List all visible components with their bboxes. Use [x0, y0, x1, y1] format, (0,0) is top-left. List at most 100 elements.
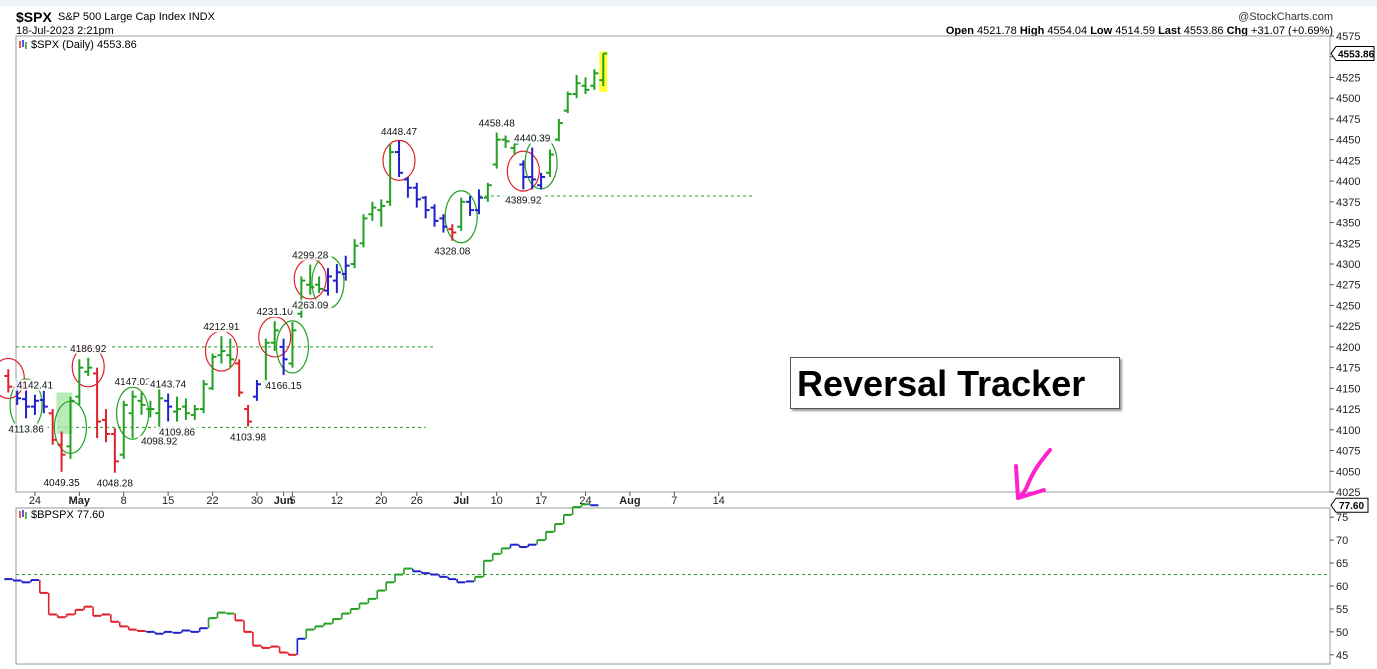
ohlc-bar: [30, 394, 39, 415]
price-data-label: 4328.08: [430, 245, 474, 258]
ohlc-bar: [173, 396, 182, 422]
high-value: 4554.04: [1047, 25, 1088, 37]
data-label-text: 4143.74: [150, 380, 187, 391]
breadth-y-tick-label: 55: [1336, 604, 1348, 616]
price-y-tick-label: 4200: [1336, 342, 1360, 354]
price-data-label: 4143.74: [146, 378, 190, 391]
price-y-tick-label: 4325: [1336, 238, 1360, 250]
price-y-tick-label: 4125: [1336, 404, 1360, 416]
ohlc-bar: [235, 359, 244, 397]
data-label-text: 4109.86: [159, 428, 196, 439]
open-label: Open: [945, 25, 974, 37]
ohlc-bar: [119, 400, 128, 459]
data-label-bg: [261, 379, 306, 391]
x-tick-label: 10: [491, 495, 503, 507]
ohlc-bar: [368, 201, 377, 221]
data-label-bg: [377, 125, 421, 137]
ohlc-bar: [350, 239, 359, 269]
data-label-bg: [155, 426, 199, 438]
price-y-tick-label: 4575: [1336, 31, 1360, 43]
red-reversal-circle: [382, 139, 416, 181]
ohlc-bar: [554, 118, 563, 142]
data-label-text: 4328.08: [434, 247, 471, 258]
price-y-tick-label: 4050: [1336, 466, 1360, 478]
ohlc-bar: [403, 176, 412, 198]
price-y-tick-label: 4250: [1336, 300, 1360, 312]
green-reversal-circle: [275, 320, 310, 374]
open-value: 4521.78: [977, 25, 1017, 37]
price-y-tick-label: 4225: [1336, 321, 1360, 333]
x-tick-label: May: [69, 495, 91, 507]
ohlc-bar: [545, 149, 554, 177]
x-tick-label: Aug: [619, 495, 640, 507]
ohlc-bar: [101, 409, 110, 443]
ohlc-bar: [395, 140, 404, 177]
symbol-name: S&P 500 Large Cap Index INDX: [58, 11, 215, 23]
x-tick-label: 24: [29, 495, 41, 507]
breadth-legend: $BPSPX 77.60: [18, 509, 104, 521]
brand-label[interactable]: @StockCharts.com: [1238, 11, 1333, 23]
ohlc-bar: [572, 74, 581, 99]
breadth-legend-text: $BPSPX 77.60: [31, 509, 105, 521]
price-data-label: 4142.41: [13, 379, 57, 392]
price-y-tick-label: 4025: [1336, 487, 1360, 499]
data-label-bg: [288, 249, 332, 261]
price-data-label: 4186.92: [66, 342, 110, 355]
ohlc-bar: [22, 390, 31, 419]
ohlc-bar: [226, 338, 235, 368]
ohlc-bar: [288, 322, 297, 368]
data-label-bg: [226, 431, 270, 443]
data-label-text: 4142.41: [17, 381, 54, 392]
breadth-y-tick-label: 60: [1336, 581, 1348, 593]
breadth-y-tick-label: 70: [1336, 535, 1348, 547]
price-data-label: 4212.91: [199, 321, 244, 333]
ohlc-bar: [306, 264, 315, 295]
x-tick-label: 17: [535, 495, 547, 507]
ohlc-bar: [439, 214, 448, 233]
ohlc-bar: [421, 196, 430, 219]
ohlc-bar: [137, 392, 146, 415]
data-label-bg: [66, 342, 110, 354]
data-label-text: 4113.86: [8, 424, 44, 435]
price-legend-text: $SPX (Daily) 4553.86: [31, 39, 137, 51]
ohlc-readout: Open 4521.78 High 4554.04 Low 4514.59 La…: [946, 25, 1333, 37]
ohlc-bar: [581, 77, 590, 95]
shaded-reversal-zone: [56, 392, 73, 434]
ohlc-bar: [537, 172, 546, 190]
ohlc-bar: [190, 404, 199, 420]
price-y-tick-label: 4525: [1336, 72, 1360, 84]
low-label: Low: [1090, 25, 1113, 37]
price-y-tick-label: 4450: [1336, 135, 1360, 147]
x-tick-label: Jul: [453, 495, 469, 507]
data-label-bg: [510, 132, 554, 144]
x-tick-label: 22: [206, 495, 218, 507]
data-label-bg: [199, 321, 244, 333]
data-label-text: 4448.47: [381, 127, 418, 138]
price-y-tick-label: 4275: [1336, 280, 1360, 292]
x-tick-label: 8: [121, 495, 127, 507]
x-tick-label: 12: [331, 495, 343, 507]
ohlc-bar: [599, 52, 608, 87]
ohlc-bar: [590, 69, 599, 90]
price-data-label: 4440.39: [510, 132, 554, 145]
data-label-text: 4166.15: [266, 381, 303, 392]
price-y-tick-label: 4475: [1336, 114, 1360, 126]
ohlc-bar: [270, 321, 279, 352]
price-y-tick-label: 4500: [1336, 93, 1360, 105]
breadth-y-tick-label: 45: [1336, 650, 1348, 662]
ohlc-bar: [66, 396, 75, 459]
data-label-text: 4231.10: [257, 307, 294, 318]
breadth-panel-frame: [15, 507, 1331, 665]
data-label-bg: [146, 378, 190, 390]
x-tick-label: 14: [713, 495, 725, 507]
ohlc-bar: [84, 357, 93, 376]
price-y-tick-label: 4400: [1336, 176, 1360, 188]
ohlc-bar: [501, 135, 510, 148]
data-label-text: 4186.92: [70, 344, 107, 355]
red-reversal-circle: [0, 357, 25, 400]
arrowhead-icon: [1014, 464, 1046, 500]
price-y-tick-label: 4150: [1336, 383, 1360, 395]
price-last-tag: [1330, 46, 1375, 62]
ohlc-bar: [48, 409, 57, 445]
